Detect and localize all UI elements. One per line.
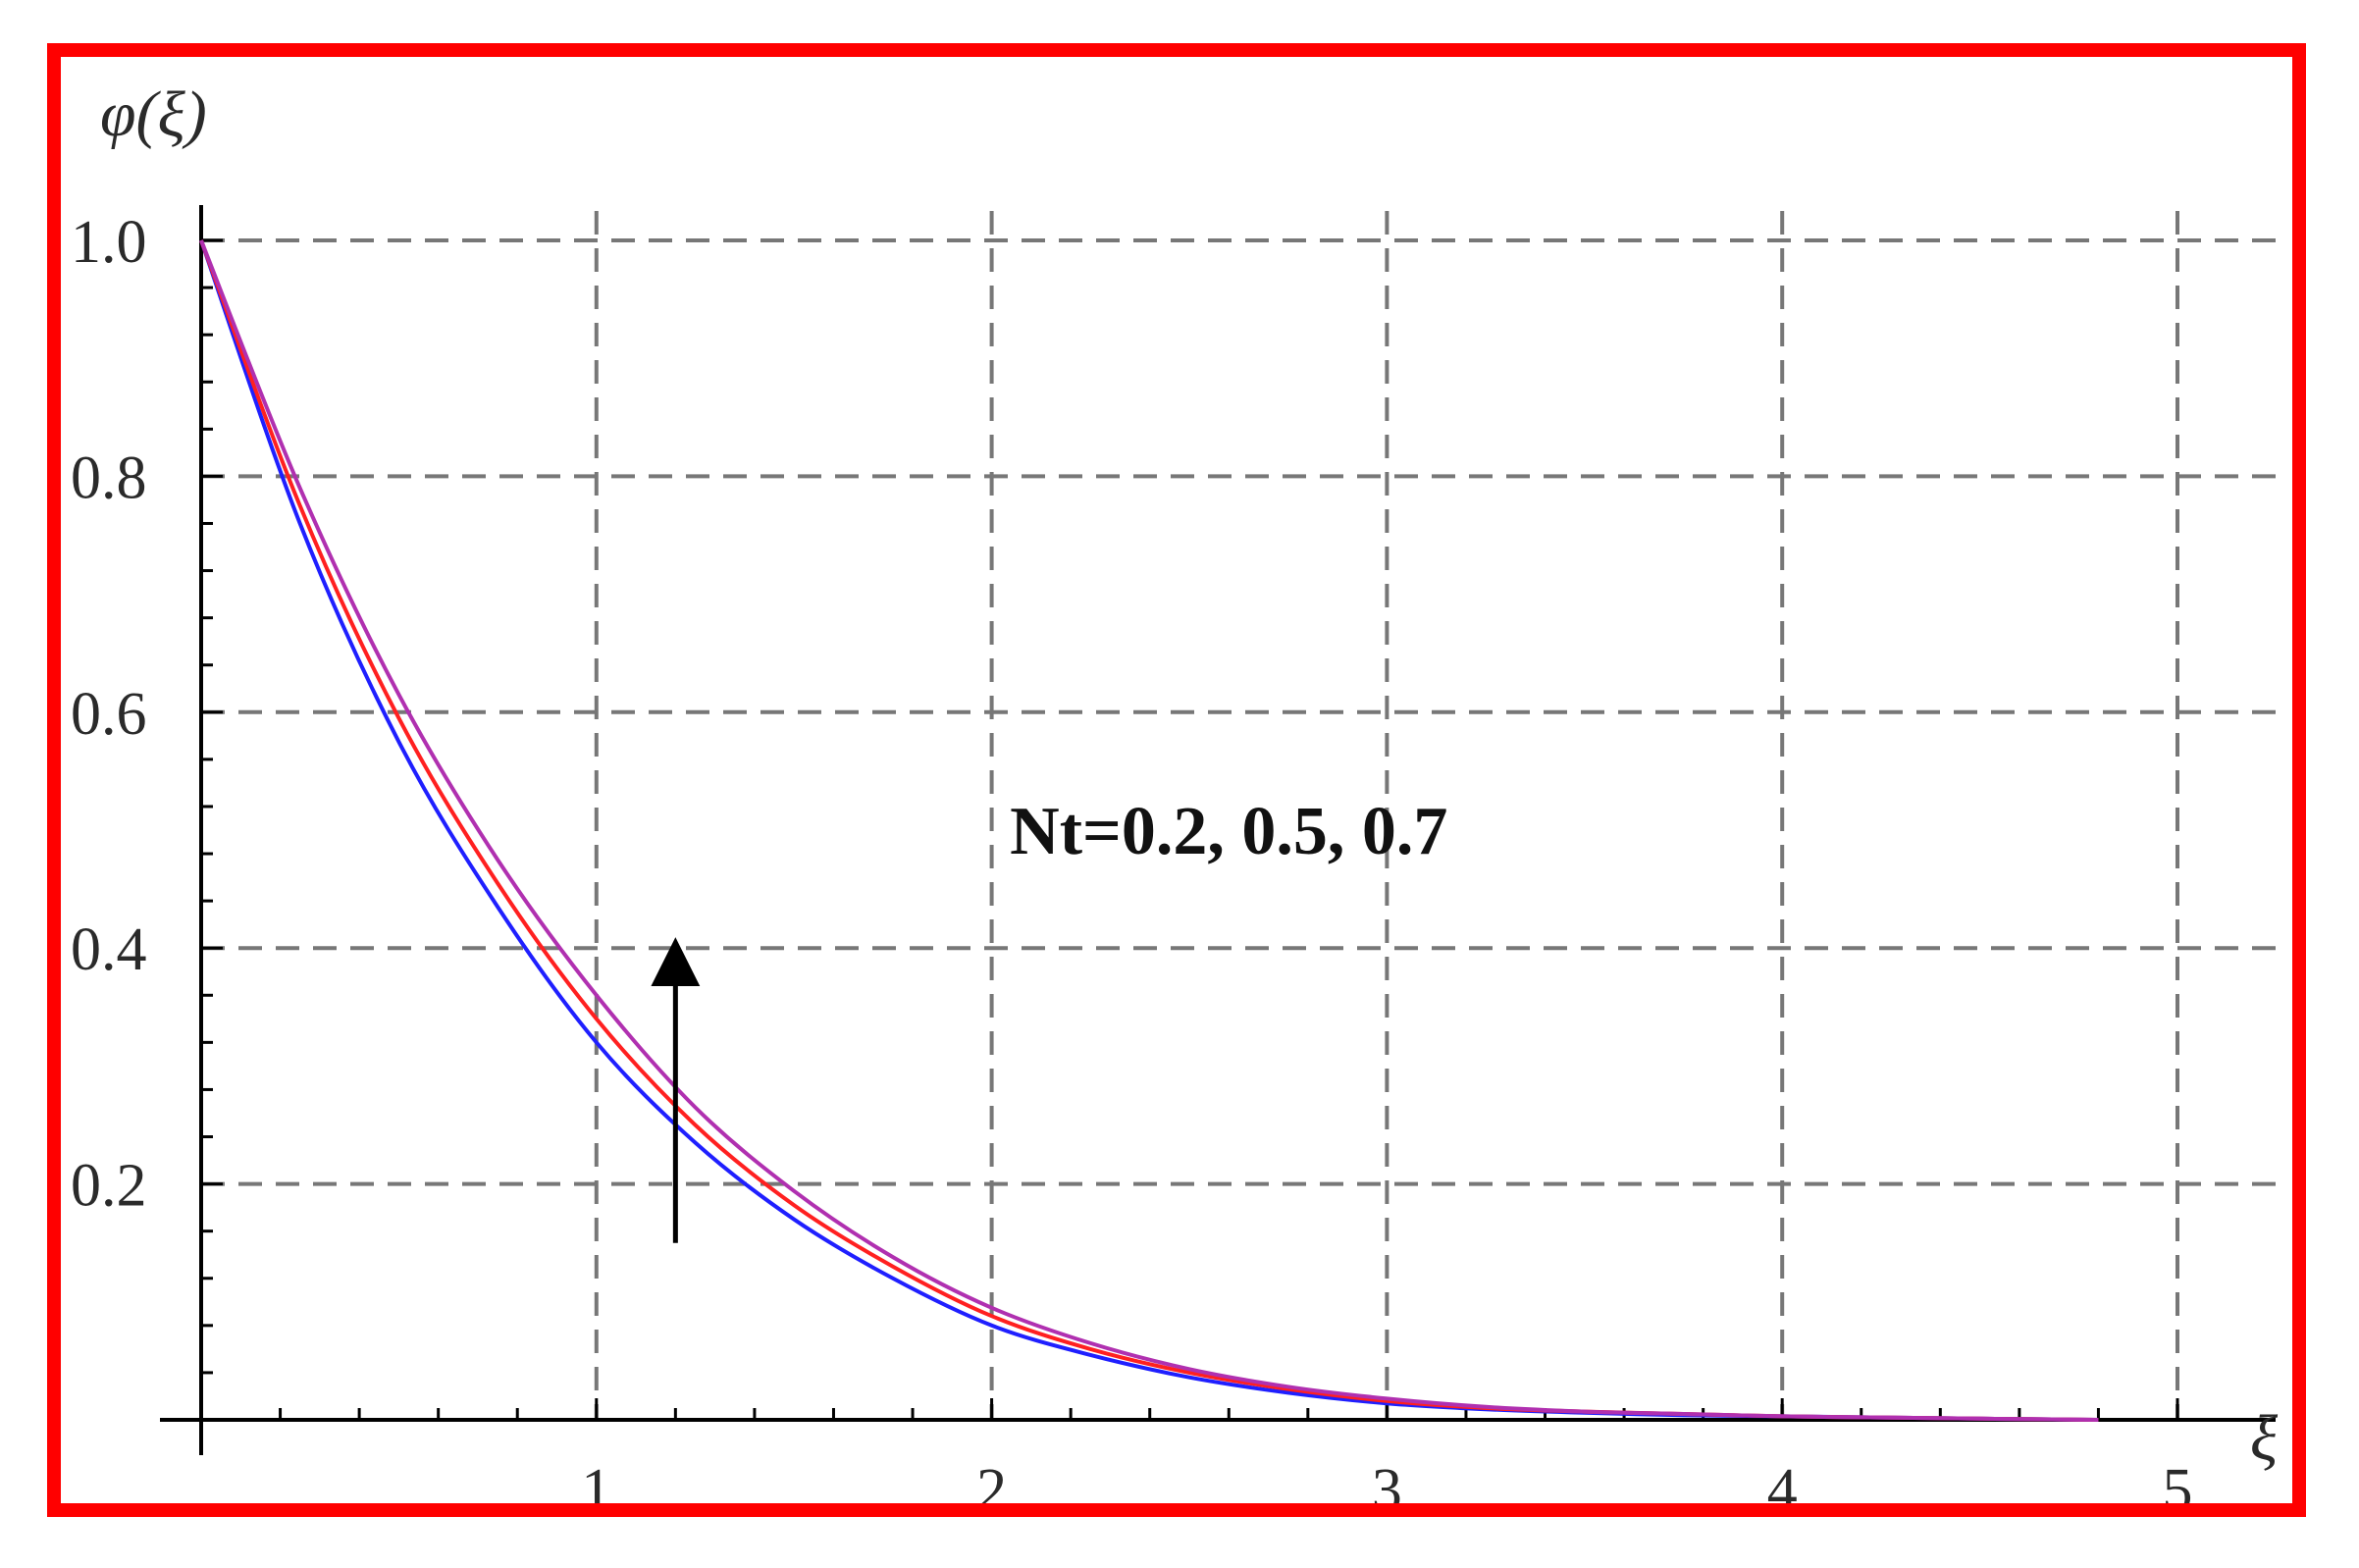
grid-layer <box>201 211 2276 1420</box>
y-tick-label-3: 0.8 <box>71 444 147 511</box>
x-tick-label-4: 5 <box>2163 1457 2193 1503</box>
series-layer <box>199 239 2099 1422</box>
axis-layer: 1 2 3 4 5 0.2 0.4 0.6 0.8 1.0 ξ φ(ξ) <box>71 78 2279 1503</box>
x-tick-label-3: 4 <box>1767 1457 1798 1503</box>
chart-plot: 1 2 3 4 5 0.2 0.4 0.6 0.8 1.0 ξ φ(ξ) Nt=0.2, 0.5, 0… <box>71 78 2279 1503</box>
annotation-text-0: Nt=0.2, 0.5, 0.7 <box>1010 794 1447 869</box>
chart-frame: 1 2 3 4 5 0.2 0.4 0.6 0.8 1.0 ξ φ(ξ) Nt=0.2, 0.5, 0… <box>47 43 2306 1517</box>
y-tick-label-2: 0.6 <box>71 681 147 748</box>
x-axis-title: ξ <box>2250 1402 2279 1474</box>
x-tick-label-0: 1 <box>581 1457 611 1503</box>
y-axis-title: φ(ξ) <box>100 78 207 150</box>
x-tick-label-2: 3 <box>1372 1457 1402 1503</box>
y-tick-label-1: 0.4 <box>71 916 147 983</box>
y-tick-label-0: 0.2 <box>71 1153 147 1220</box>
series-line-2 <box>199 239 2099 1422</box>
annotation-layer: Nt=0.2, 0.5, 0.7 <box>651 794 1447 1243</box>
x-tick-label-1: 2 <box>976 1457 1007 1503</box>
y-tick-label-4: 1.0 <box>71 209 147 276</box>
